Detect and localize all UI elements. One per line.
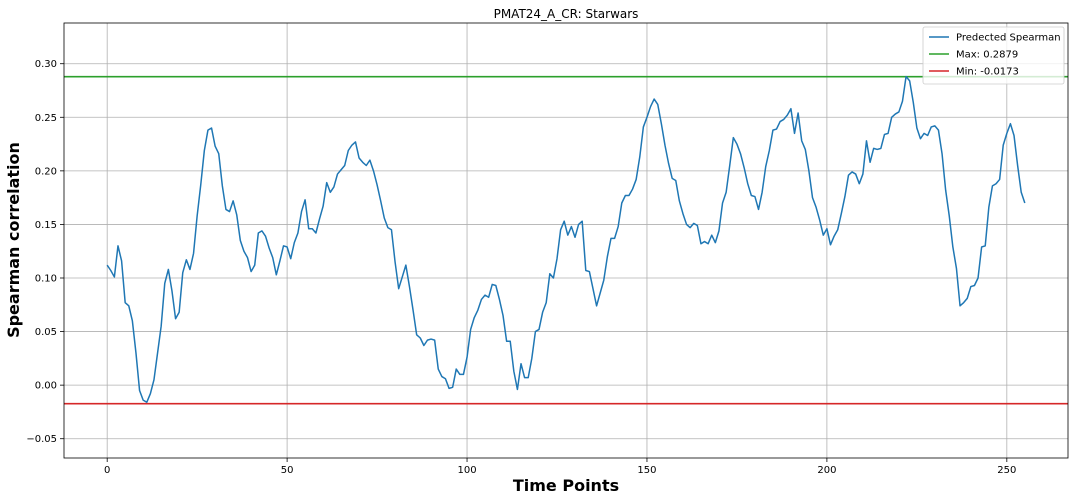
y-tick-label: −0.05 — [26, 434, 57, 445]
y-tick-label: 0.30 — [35, 59, 57, 70]
legend-box — [922, 26, 1065, 85]
chart-title: PMAT24_A_CR: Starwars — [494, 7, 639, 21]
x-tick-label: 200 — [817, 465, 836, 476]
plot-frame — [63, 22, 1069, 459]
x-tick-label: 150 — [637, 465, 656, 476]
y-tick-label: 0.15 — [35, 220, 57, 231]
y-tick-label: 0.00 — [35, 381, 57, 392]
y-tick-label: 0.20 — [35, 166, 57, 177]
series-layer — [106, 75, 1026, 404]
x-tick-label: 250 — [997, 465, 1016, 476]
legend-label-predected-spearman: Predected Spearman — [956, 33, 1061, 44]
y-axis-title: Spearman correlation — [4, 142, 23, 338]
legend: Predected Spearman Max: 0.2879 Min: -0.017… — [922, 26, 1065, 85]
reference-lines — [64, 75, 1068, 405]
y-tick-label: 0.25 — [35, 113, 57, 124]
y-tick-label: 0.10 — [35, 274, 57, 285]
x-tick-label: 50 — [281, 465, 294, 476]
legend-label-min: Min: -0.0173 — [956, 67, 1019, 78]
legend-label-max: Max: 0.2879 — [956, 50, 1018, 61]
y-tick-label: 0.05 — [35, 327, 57, 338]
grid — [64, 23, 1068, 458]
series-line-predected-spearman — [106, 75, 1026, 404]
x-axis-title: Time Points — [513, 476, 619, 495]
ticks: 0 50 100 150 200 250 −0.05 0.00 0.05 0.10 0.15 0.20… — [26, 59, 1016, 476]
x-tick-label: 0 — [104, 465, 110, 476]
x-tick-label: 100 — [457, 465, 476, 476]
